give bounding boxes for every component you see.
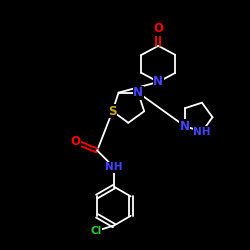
Text: N: N <box>133 86 143 99</box>
Text: Cl: Cl <box>90 226 102 236</box>
Text: S: S <box>108 105 117 118</box>
Text: NH: NH <box>193 127 211 137</box>
Text: NH: NH <box>105 162 123 172</box>
Text: O: O <box>153 22 163 35</box>
Text: N: N <box>180 120 190 133</box>
Text: O: O <box>70 135 80 148</box>
Text: N: N <box>153 76 163 88</box>
